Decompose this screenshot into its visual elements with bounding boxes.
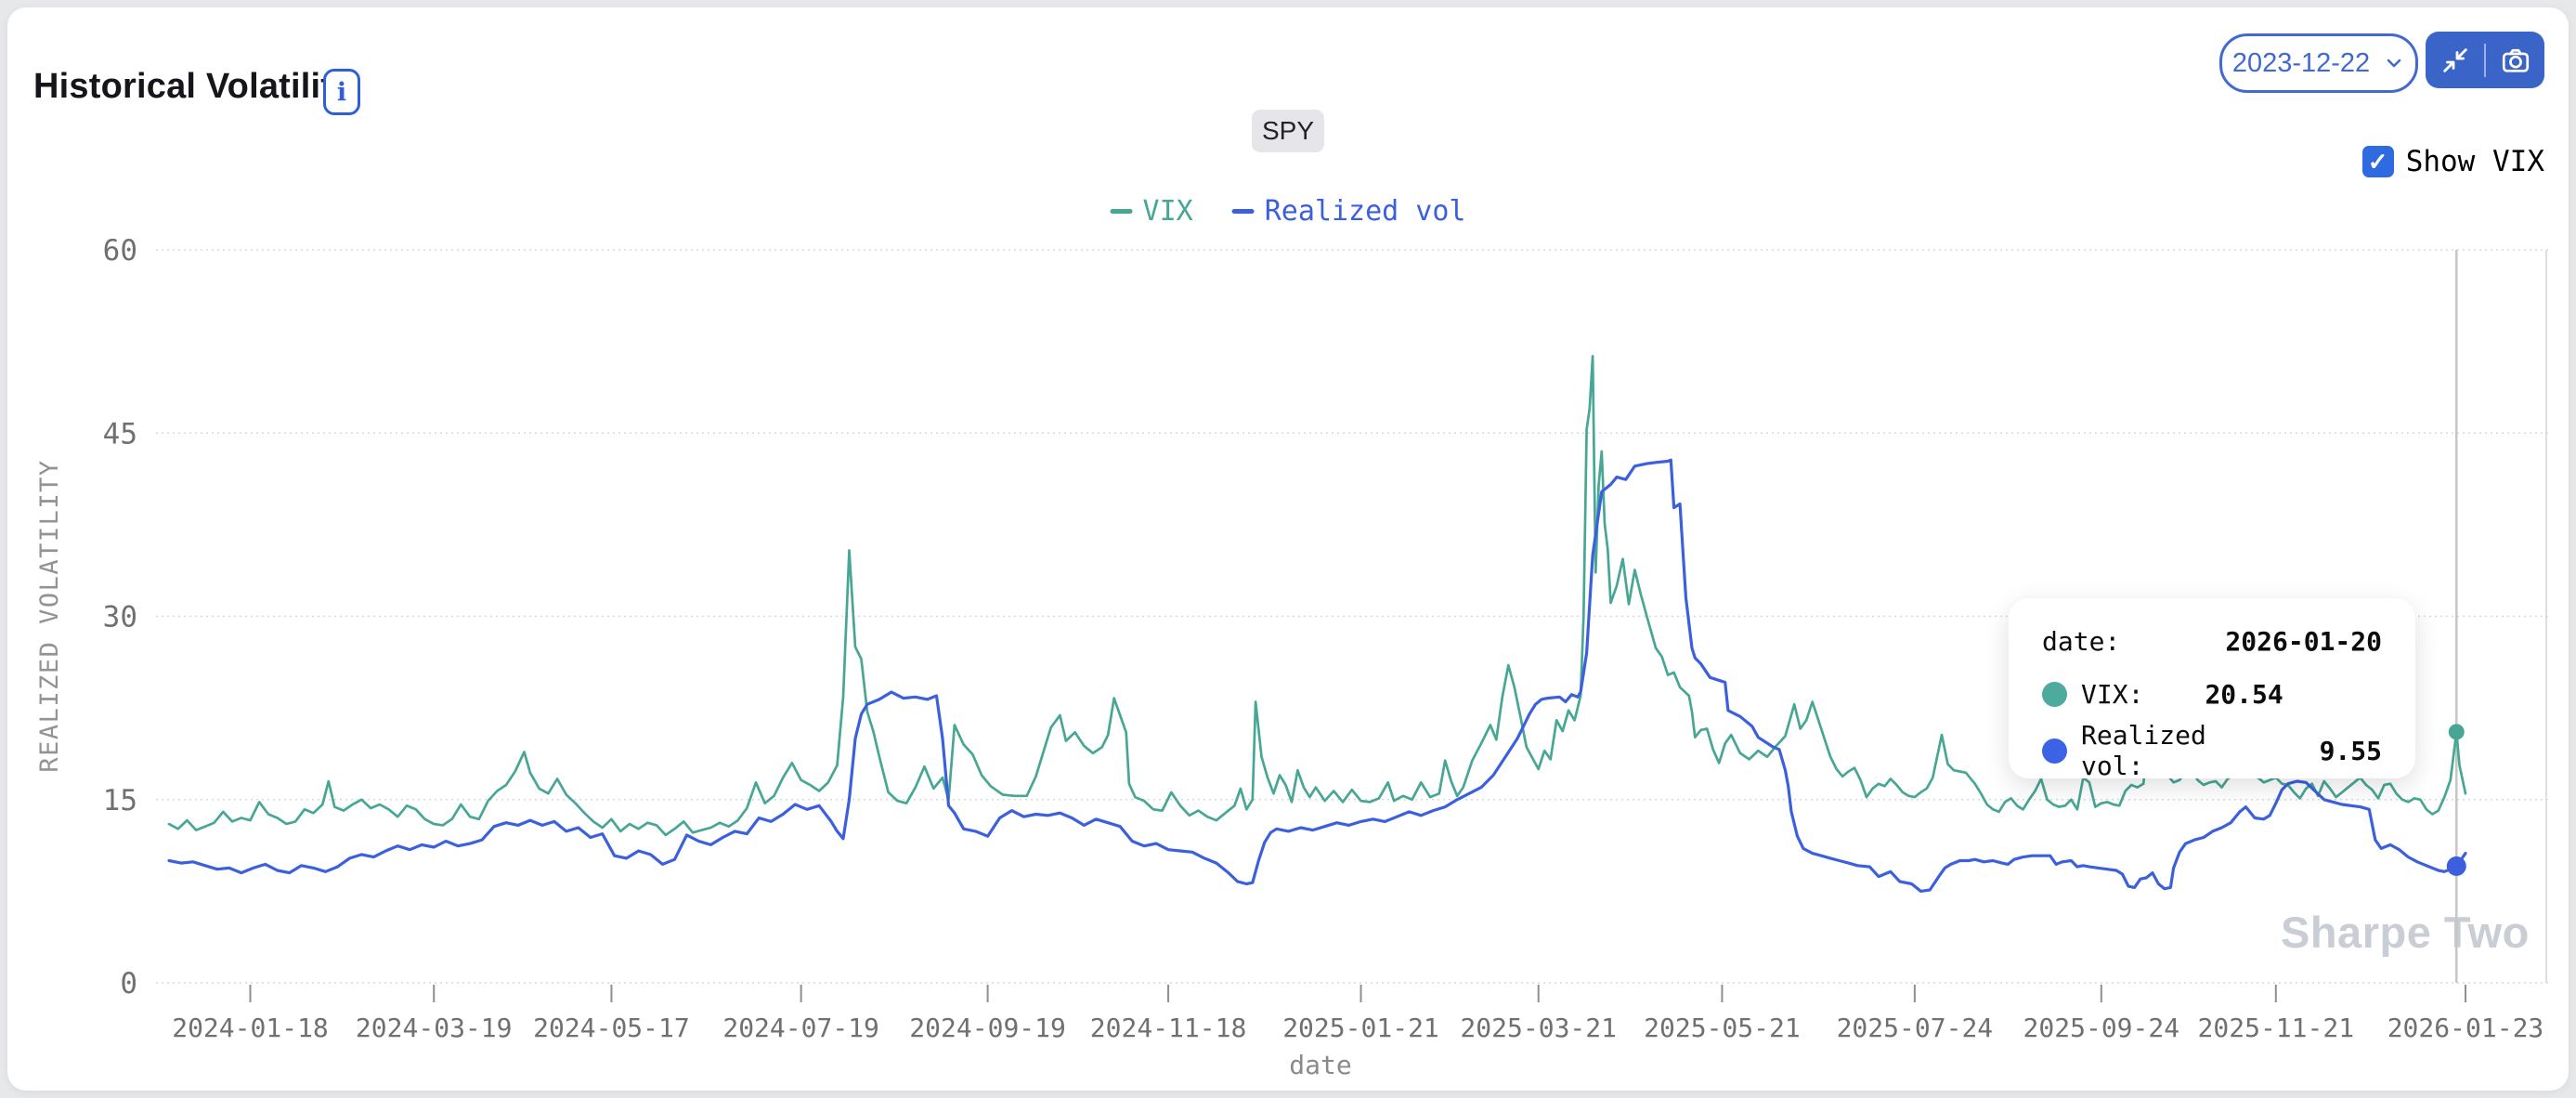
collapse-icon bbox=[2442, 47, 2467, 72]
chart-legend: VIX Realized vol bbox=[1110, 195, 1465, 228]
tooltip-date-label: date: bbox=[2042, 626, 2121, 657]
x-tick-label: 2024-01-18 bbox=[172, 1013, 329, 1043]
x-tick-label: 2024-09-19 bbox=[909, 1013, 1066, 1043]
date-selector[interactable]: 2023-12-22 bbox=[2219, 33, 2418, 93]
realized-dot-icon bbox=[2042, 738, 2067, 764]
y-tick-label: 60 bbox=[103, 234, 137, 268]
camera-icon bbox=[2502, 48, 2529, 72]
volatility-chart[interactable]: 0 15 30 45 60 2024-01-18 2024-03-19 2024-05-17 2… bbox=[7, 7, 2569, 1091]
chart-tooltip: date: 2026-01-20 VIX: 20.54 Realized vol… bbox=[2009, 598, 2415, 781]
x-tick-label: 2025-03-21 bbox=[1460, 1013, 1617, 1043]
info-icon[interactable]: i bbox=[323, 69, 360, 115]
y-tick-label: 15 bbox=[103, 784, 137, 817]
vix-dot-icon bbox=[2042, 682, 2067, 707]
tooltip-rv-label: Realized vol: bbox=[2081, 720, 2206, 781]
hover-dot-realized-vol bbox=[2446, 856, 2466, 876]
legend-item-realized[interactable]: Realized vol bbox=[1231, 195, 1465, 228]
y-tick-label: 45 bbox=[103, 417, 137, 451]
screenshot-button[interactable] bbox=[2495, 36, 2536, 85]
tooltip-vix-value: 20.54 bbox=[2205, 679, 2283, 710]
tooltip-date-value: 2026-01-20 bbox=[2225, 626, 2382, 657]
toolbar-divider bbox=[2484, 43, 2486, 77]
series-line-realized-vol bbox=[167, 458, 2467, 893]
legend-dash-vix bbox=[1110, 209, 1133, 214]
x-tick-label: 2024-05-17 bbox=[533, 1013, 690, 1043]
x-tick-label: 2025-05-21 bbox=[1644, 1013, 1801, 1043]
chevron-down-icon bbox=[2387, 59, 2401, 68]
y-tick-label: 0 bbox=[120, 967, 137, 1000]
x-tick-label: 2025-09-24 bbox=[2023, 1013, 2180, 1043]
symbol-tag[interactable]: SPY bbox=[1252, 110, 1324, 152]
x-tick-label: 2024-07-19 bbox=[722, 1013, 879, 1043]
watermark: Sharpe Two bbox=[2281, 908, 2530, 957]
y-axis-title: REALIZED VOLATILITY bbox=[35, 459, 64, 772]
x-tick-label: 2026-01-23 bbox=[2387, 1013, 2544, 1043]
date-selector-value: 2023-12-22 bbox=[2231, 47, 2371, 78]
check-icon: ✓ bbox=[2367, 148, 2388, 176]
show-vix-toggle: ✓ Show VIX bbox=[2361, 145, 2544, 178]
tooltip-rv-value: 9.55 bbox=[2319, 735, 2382, 766]
legend-dash-realized bbox=[1231, 209, 1255, 214]
x-tick-label: 2025-11-21 bbox=[2198, 1013, 2355, 1043]
x-tick-label: 2024-03-19 bbox=[356, 1013, 513, 1043]
show-vix-checkbox[interactable]: ✓ bbox=[2361, 146, 2394, 177]
hover-dot-vix bbox=[2448, 724, 2465, 740]
legend-item-vix[interactable]: VIX bbox=[1110, 195, 1193, 228]
x-tick-label: 2025-07-24 bbox=[1837, 1013, 1994, 1043]
tooltip-vix-label: VIX: bbox=[2081, 679, 2144, 710]
collapse-button[interactable] bbox=[2435, 36, 2476, 85]
x-tick-label: 2024-11-18 bbox=[1090, 1013, 1247, 1043]
chart-card: Historical Volatility i 2023-12-22 SPY ✓… bbox=[7, 7, 2569, 1091]
x-tick-label: 2025-01-21 bbox=[1282, 1013, 1439, 1043]
toolbar-button-group bbox=[2426, 32, 2544, 88]
y-tick-label: 30 bbox=[103, 601, 137, 634]
page-title: Historical Volatility bbox=[33, 67, 353, 106]
show-vix-label: Show VIX bbox=[2405, 145, 2544, 178]
x-axis-title: date bbox=[1289, 1050, 1351, 1080]
